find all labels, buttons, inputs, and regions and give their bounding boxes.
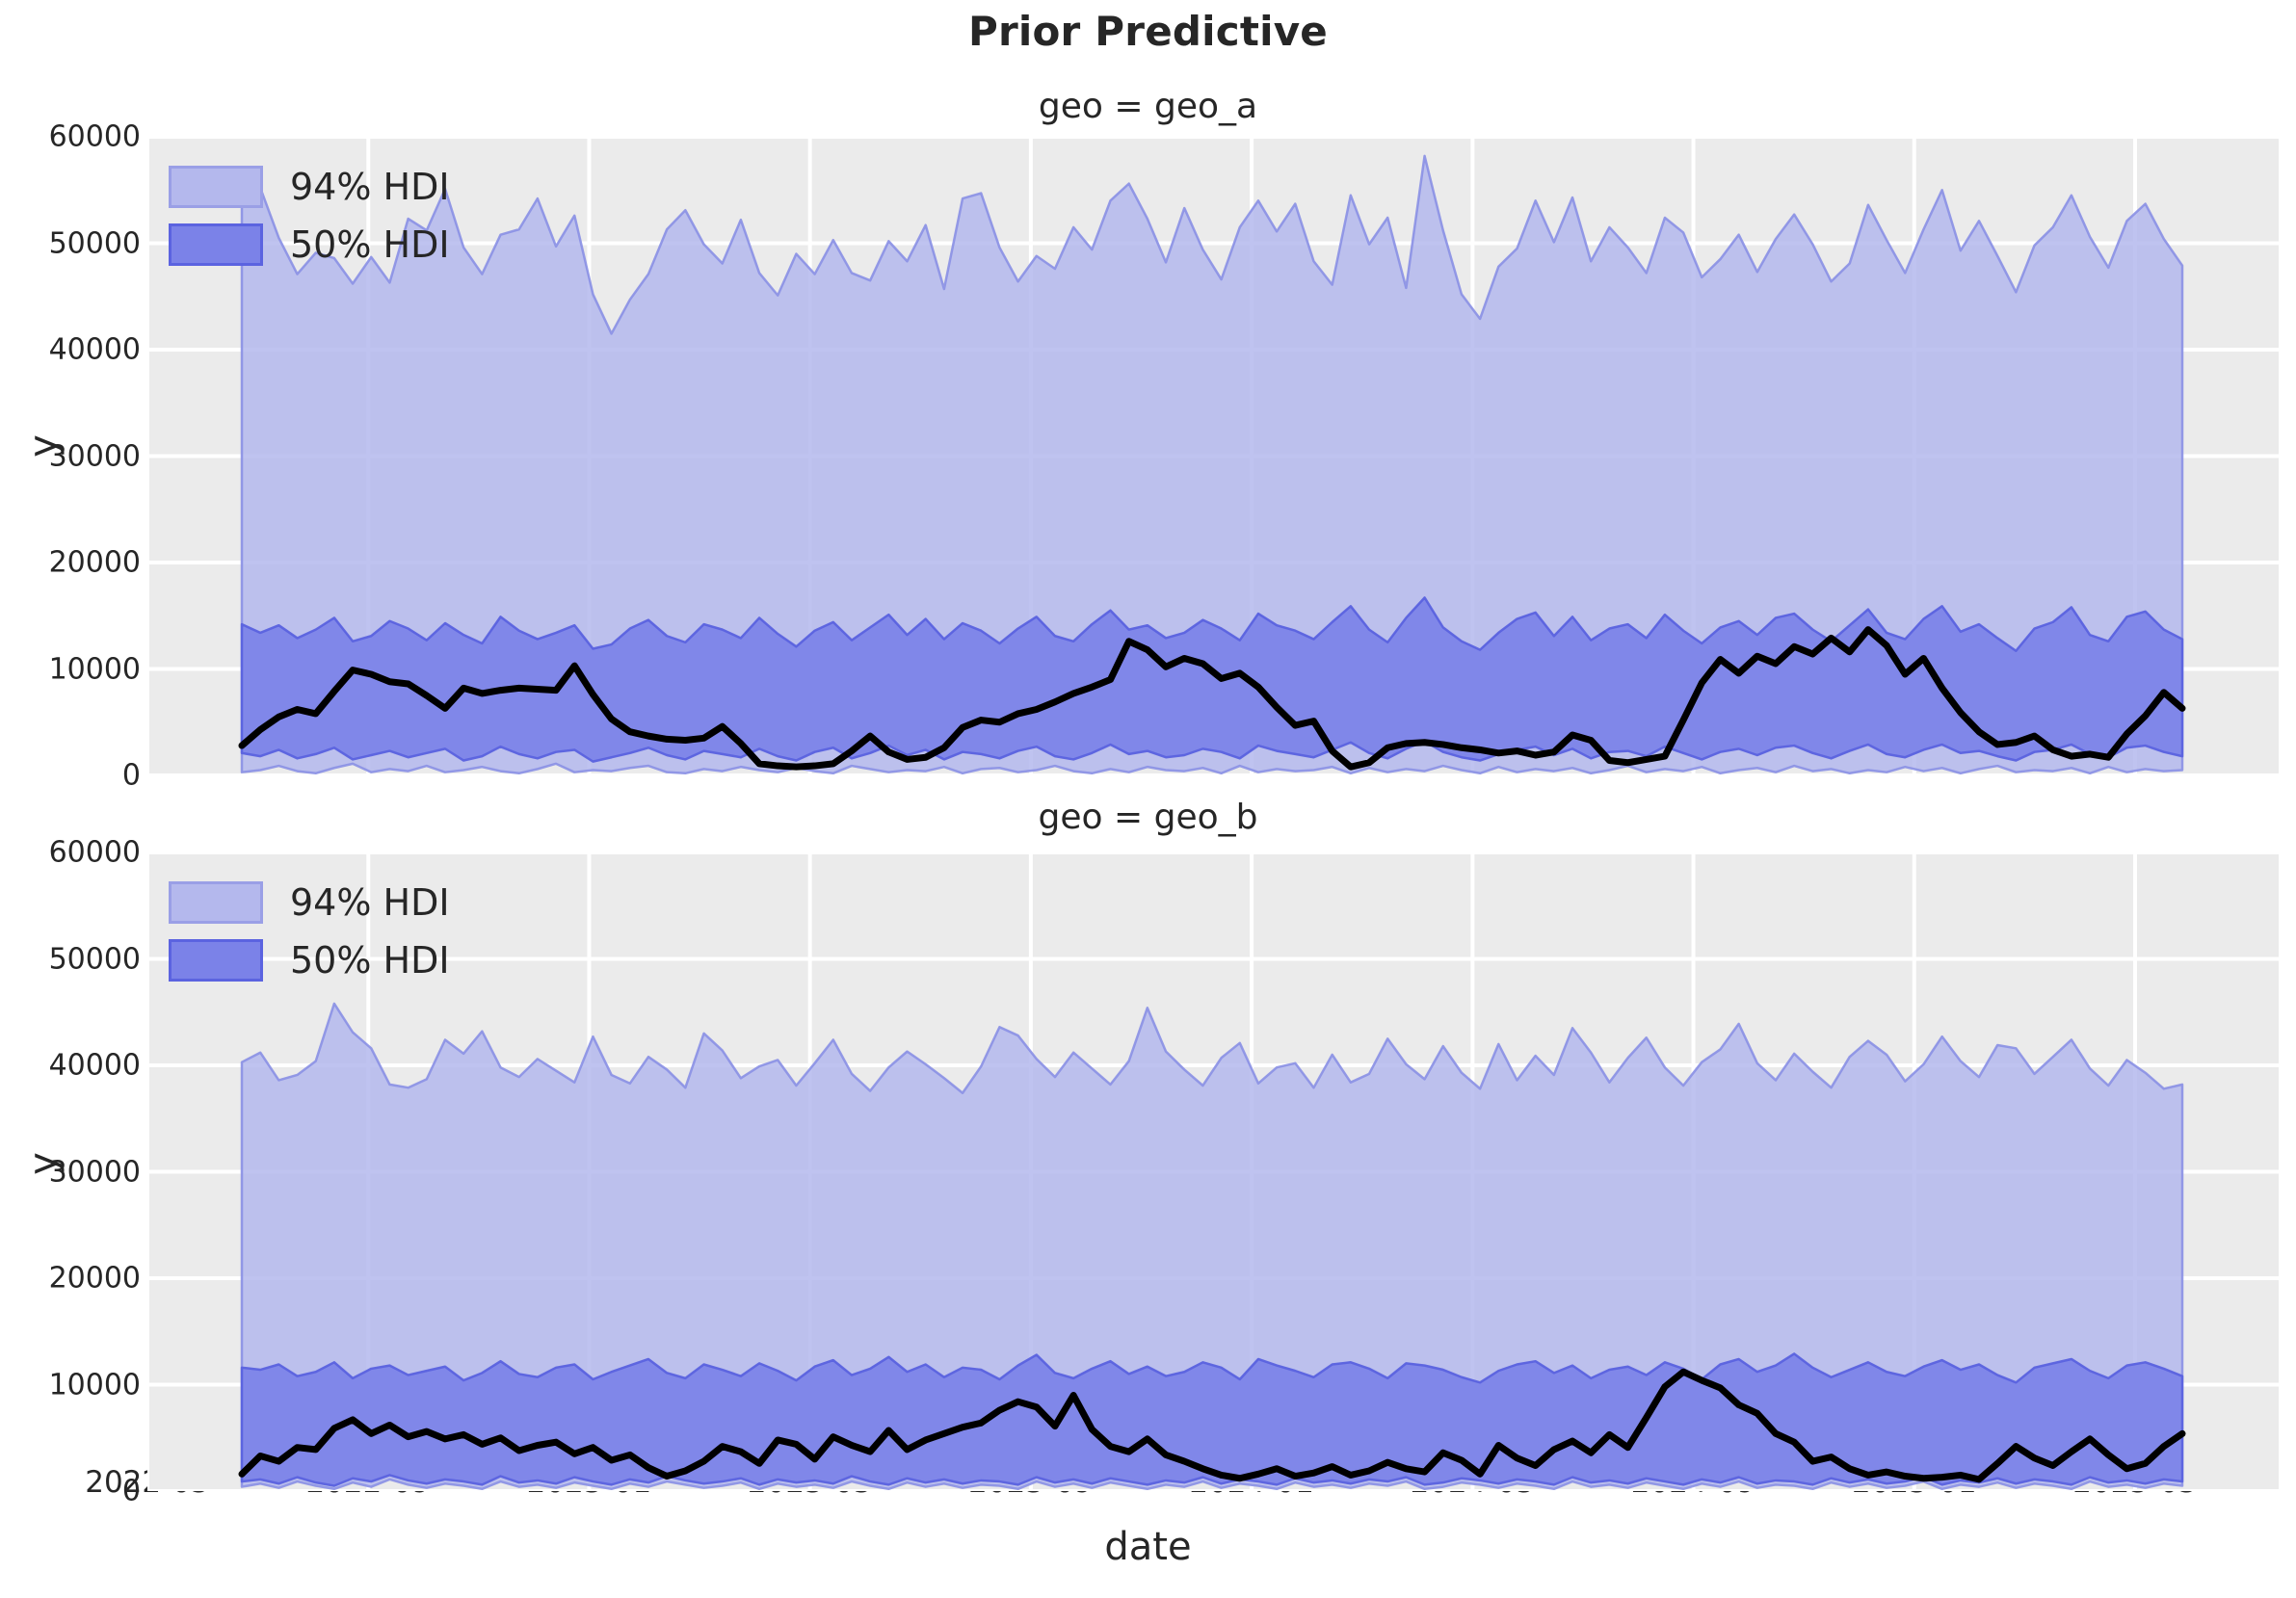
plot-area-geo-b [147, 852, 2279, 1491]
figure-title: Prior Predictive [968, 8, 1328, 55]
x-axis-label: date [1104, 1525, 1192, 1569]
y-tick-label: 60000 [48, 119, 141, 154]
y-tick-label: 50000 [48, 942, 141, 976]
legend-label-50-hdi: 50% HDI [290, 223, 450, 266]
legend-swatch-94-hdi [169, 881, 263, 924]
y-tick-label: 50000 [48, 226, 141, 260]
legend-item-94-hdi[interactable]: 94% HDI [169, 166, 450, 208]
legend-label-94-hdi: 94% HDI [290, 881, 450, 924]
legend-swatch-50-hdi [169, 939, 263, 982]
y-tick-label: 60000 [48, 835, 141, 870]
chart-svg-geo-b [147, 852, 2279, 1491]
legend-swatch-50-hdi [169, 223, 263, 266]
y-tick-label: 0 [121, 1474, 141, 1508]
chart-svg-geo-a [147, 137, 2279, 775]
y-tick-label: 30000 [48, 1155, 141, 1189]
legend-label-50-hdi: 50% HDI [290, 939, 450, 982]
y-tick-label: 10000 [48, 652, 141, 686]
legend-item-50-hdi[interactable]: 50% HDI [169, 223, 450, 266]
legend-geo-a: 94% HDI 50% HDI [169, 166, 450, 266]
y-tick-label: 10000 [48, 1368, 141, 1402]
plot-area-geo-a [147, 137, 2279, 775]
y-tick-label: 30000 [48, 439, 141, 473]
legend-label-94-hdi: 94% HDI [290, 166, 450, 208]
y-tick-label: 40000 [48, 332, 141, 367]
legend-swatch-94-hdi [169, 166, 263, 208]
y-tick-label: 40000 [48, 1048, 141, 1083]
y-tick-label: 0 [121, 758, 141, 793]
legend-item-94-hdi[interactable]: 94% HDI [169, 881, 450, 924]
legend-item-50-hdi[interactable]: 50% HDI [169, 939, 450, 982]
panel-title-geo-a: geo = geo_a [1038, 87, 1258, 126]
y-tick-label: 20000 [48, 545, 141, 580]
y-tick-label: 20000 [48, 1261, 141, 1296]
legend-geo-b: 94% HDI 50% HDI [169, 881, 450, 982]
panel-title-geo-b: geo = geo_b [1038, 798, 1258, 837]
